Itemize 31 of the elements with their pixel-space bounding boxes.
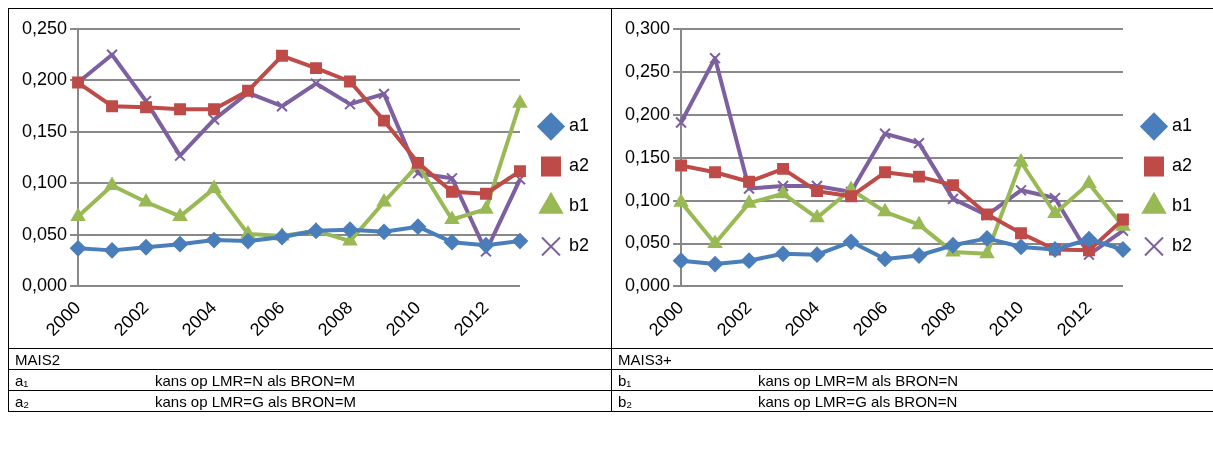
text: b₁ (618, 372, 633, 389)
text: kans op LMR=N als BRON=M (155, 372, 356, 389)
y-tick-label: 0,200 (22, 69, 68, 90)
y-tick-label: 0,250 (22, 17, 68, 38)
legend-label: b1 (568, 195, 590, 216)
y-tick-label: 0,100 (625, 189, 671, 210)
text: kans op LMR=G als BRON=N (758, 393, 958, 410)
legend-label: a1 (1171, 115, 1193, 136)
text: b₂ (618, 393, 634, 410)
legend-label: b2 (1171, 235, 1193, 256)
y-tick-label: 0,200 (625, 103, 671, 124)
text: MAIS3+ (612, 348, 1213, 369)
text: kans op LMR=M als BRON=N (758, 372, 959, 389)
y-tick-label: 0,050 (625, 232, 671, 253)
y-tick-label: 0,150 (625, 146, 671, 167)
y-tick-label: 0,100 (22, 172, 68, 193)
legend-label: a2 (568, 155, 590, 176)
text: MAIS2 (9, 348, 611, 369)
y-tick-label: 0,000 (22, 275, 68, 296)
text: a₂ (15, 393, 31, 410)
y-tick-label: 0,050 (22, 223, 68, 244)
y-tick-label: 0,250 (625, 60, 671, 81)
y-tick-label: 0,300 (625, 17, 671, 38)
text: a₁ (15, 372, 30, 389)
legend-label: a1 (568, 115, 590, 136)
text: kans op LMR=G als BRON=M (155, 393, 356, 410)
legend-label: b1 (1171, 195, 1193, 216)
legend-label: a2 (1171, 155, 1193, 176)
legend-label: b2 (568, 235, 590, 256)
y-tick-label: 0,150 (22, 120, 68, 141)
y-tick-label: 0,000 (625, 275, 671, 296)
